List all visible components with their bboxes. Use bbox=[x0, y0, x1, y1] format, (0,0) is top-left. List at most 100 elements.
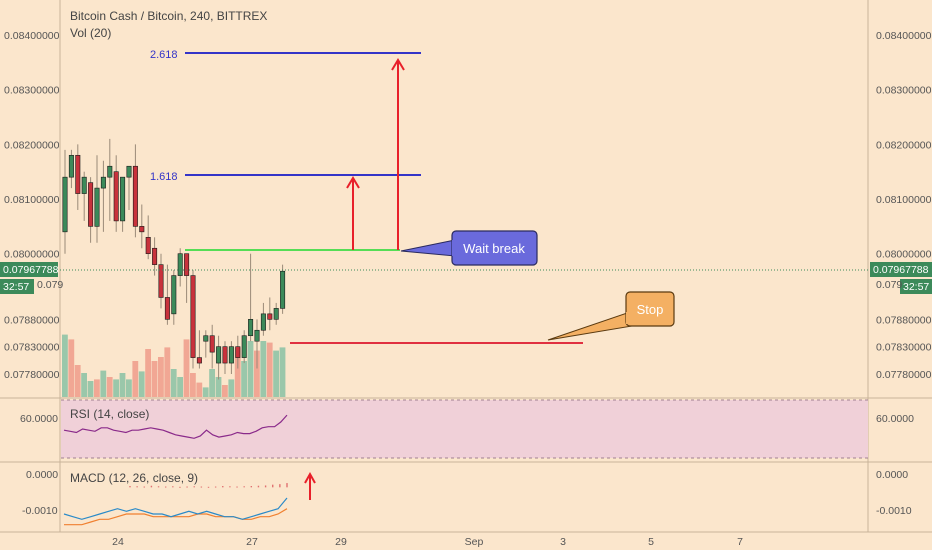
macd-histogram-bar bbox=[200, 486, 203, 488]
candle[interactable] bbox=[139, 204, 145, 249]
target-arrow-large[interactable] bbox=[391, 58, 405, 250]
candle[interactable] bbox=[158, 253, 164, 309]
candle[interactable] bbox=[145, 215, 151, 260]
price-tick-right: 0.08200000 bbox=[876, 139, 932, 151]
volume-bar bbox=[260, 341, 267, 397]
volume-bar bbox=[177, 377, 183, 397]
candle[interactable] bbox=[88, 177, 94, 243]
price-badge-left bbox=[0, 262, 58, 277]
volume-label: Vol (20) bbox=[70, 26, 111, 40]
candle[interactable] bbox=[248, 253, 254, 342]
price-tick-left: 0.08100000 bbox=[4, 194, 60, 206]
time-tick: 7 bbox=[737, 536, 743, 548]
countdown-badge-left bbox=[0, 279, 34, 294]
candle[interactable] bbox=[107, 138, 113, 221]
macd-histogram-bar bbox=[207, 486, 210, 488]
macd-histogram-bar bbox=[157, 486, 160, 488]
macd-histogram-bar bbox=[164, 486, 167, 488]
candle[interactable] bbox=[68, 149, 74, 189]
macd-histogram-bar bbox=[272, 484, 274, 488]
macd-histogram-bar bbox=[286, 483, 288, 488]
candle[interactable] bbox=[164, 264, 170, 325]
volume-bar bbox=[196, 382, 203, 397]
price-tick-right: 0.08300000 bbox=[876, 85, 932, 97]
candle[interactable] bbox=[235, 335, 241, 369]
candle[interactable] bbox=[62, 149, 68, 254]
price-badge-right-text: 0.07967788 bbox=[873, 264, 929, 276]
candle[interactable] bbox=[152, 237, 158, 276]
price-tick-left: 0.07780000 bbox=[4, 369, 60, 381]
candle[interactable] bbox=[273, 302, 279, 325]
price-badge-right bbox=[870, 262, 932, 277]
macd-line bbox=[63, 497, 288, 520]
candle[interactable] bbox=[171, 270, 177, 325]
price-tick-right: 0.07780000 bbox=[876, 369, 932, 381]
candle[interactable] bbox=[120, 176, 126, 232]
chart-title: Bitcoin Cash / Bitcoin, 240, BITTREX bbox=[70, 9, 267, 23]
candle[interactable] bbox=[184, 253, 190, 303]
candle[interactable] bbox=[228, 341, 234, 374]
candle[interactable] bbox=[209, 324, 215, 369]
callout-stop[interactable]: Stop bbox=[547, 291, 675, 341]
volume-bar bbox=[87, 381, 94, 397]
callout-stop-text: Stop bbox=[637, 302, 664, 317]
candle[interactable] bbox=[75, 144, 81, 210]
volume-bar bbox=[132, 361, 139, 397]
candle[interactable] bbox=[113, 155, 119, 232]
macd-histogram-bar bbox=[214, 486, 217, 488]
candle[interactable] bbox=[126, 165, 132, 210]
macd-histogram-bar bbox=[193, 486, 195, 488]
volume-bar bbox=[247, 341, 254, 397]
price-tick-left: 0.08000000 bbox=[4, 249, 60, 261]
macd-tick-neg-left: -0.0010 bbox=[22, 505, 58, 517]
candle[interactable] bbox=[190, 270, 196, 369]
volume-bar bbox=[202, 387, 209, 397]
macd-histogram-bar bbox=[264, 485, 267, 488]
macd-histogram-bar bbox=[172, 486, 174, 488]
volume-bar bbox=[266, 342, 273, 397]
candle[interactable] bbox=[222, 341, 228, 374]
candle[interactable] bbox=[216, 335, 222, 380]
volume-bar bbox=[228, 379, 235, 397]
candle[interactable] bbox=[81, 171, 87, 221]
volume-bar bbox=[74, 365, 81, 397]
candle[interactable] bbox=[241, 330, 247, 364]
volume-bar bbox=[183, 339, 190, 397]
partial-tick-left: 0.079 bbox=[37, 279, 63, 291]
partial-tick-right: 0.079 bbox=[876, 279, 902, 291]
candle[interactable] bbox=[267, 297, 273, 331]
candle[interactable] bbox=[94, 155, 100, 243]
price-tick-left: 0.08200000 bbox=[4, 139, 60, 151]
candle[interactable] bbox=[280, 264, 286, 314]
volume-bar bbox=[254, 350, 260, 397]
countdown-badge-right bbox=[900, 279, 932, 294]
volume-bar bbox=[119, 373, 126, 397]
volume-bar bbox=[100, 370, 107, 397]
callout-wait-break[interactable]: Wait break bbox=[400, 230, 538, 266]
candle[interactable] bbox=[177, 248, 183, 287]
volume-bar bbox=[81, 373, 87, 397]
target-arrow-small[interactable] bbox=[346, 176, 360, 250]
volume-bar bbox=[151, 361, 158, 397]
macd-histogram-bar bbox=[243, 486, 245, 488]
macd-histogram-bar bbox=[150, 485, 153, 488]
macd-histogram-bar bbox=[236, 486, 238, 488]
macd-signal-line bbox=[64, 508, 288, 526]
candle[interactable] bbox=[100, 160, 106, 232]
candle[interactable] bbox=[260, 302, 266, 336]
time-axis: 24 27 29 Sep 3 5 7 bbox=[112, 536, 743, 548]
volume-bar bbox=[126, 379, 132, 397]
price-tick-right: 0.07830000 bbox=[876, 342, 932, 354]
candle[interactable] bbox=[203, 330, 209, 358]
rsi-series bbox=[63, 414, 288, 439]
candle[interactable] bbox=[132, 144, 138, 238]
time-tick: 24 bbox=[112, 536, 124, 548]
macd-histogram-bar bbox=[186, 486, 188, 488]
candle[interactable] bbox=[254, 319, 260, 369]
macd-histogram-bar bbox=[129, 486, 131, 488]
candle[interactable] bbox=[196, 330, 202, 369]
macd-series bbox=[63, 483, 288, 526]
fib-1618-label: 1.618 bbox=[150, 171, 178, 183]
volume-bar bbox=[164, 347, 171, 397]
